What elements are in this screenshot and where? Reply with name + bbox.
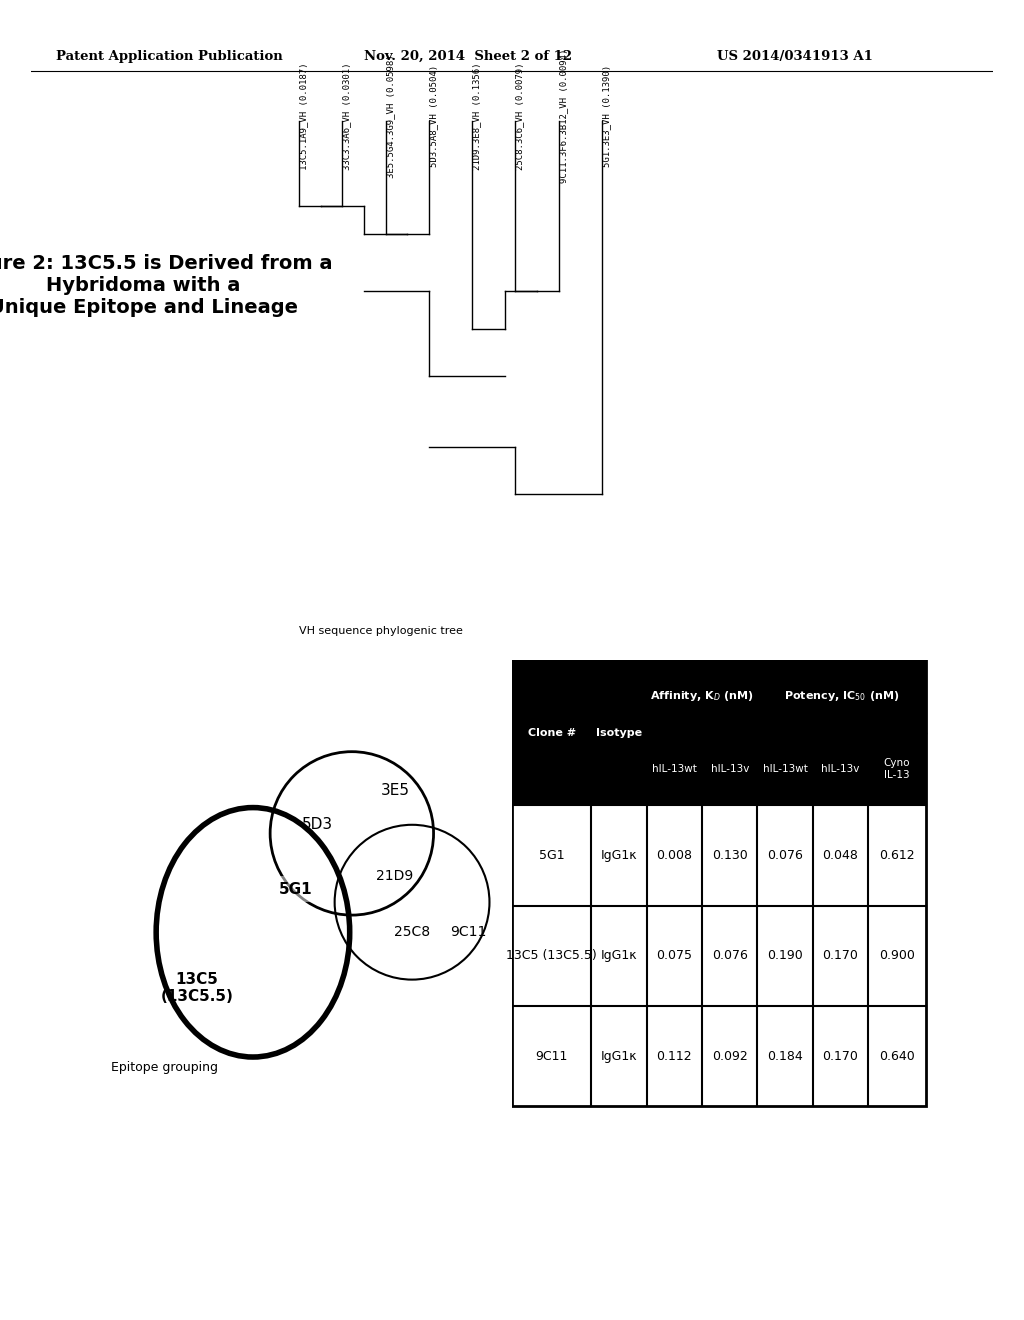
Text: 9C11: 9C11 <box>536 1049 568 1063</box>
Text: 0.076: 0.076 <box>767 849 803 862</box>
Bar <box>512 1006 926 1106</box>
Bar <box>512 805 926 906</box>
Text: 21D9.3E8_VH (0.1356): 21D9.3E8_VH (0.1356) <box>472 62 481 170</box>
Text: 0.640: 0.640 <box>880 1049 914 1063</box>
Text: Epitope grouping: Epitope grouping <box>111 1061 218 1074</box>
Text: 25C8: 25C8 <box>394 925 430 940</box>
Text: 5D3: 5D3 <box>302 817 333 833</box>
Text: 5D3.5A8_VH (0.0504): 5D3.5A8_VH (0.0504) <box>429 65 438 168</box>
Text: hIL-13wt: hIL-13wt <box>652 764 697 774</box>
Text: 25C8.3C6_VH (0.0079): 25C8.3C6_VH (0.0079) <box>515 62 524 170</box>
Text: 5G1.3E3_VH (0.1390): 5G1.3E3_VH (0.1390) <box>602 65 611 168</box>
Text: IgG1κ: IgG1κ <box>601 1049 637 1063</box>
Text: 0.092: 0.092 <box>712 1049 748 1063</box>
Text: 0.184: 0.184 <box>767 1049 803 1063</box>
Text: 21D9: 21D9 <box>376 870 414 883</box>
Text: IgG1κ: IgG1κ <box>601 949 637 962</box>
Text: 0.076: 0.076 <box>712 949 748 962</box>
Text: 5G1: 5G1 <box>539 849 564 862</box>
Text: 5G1: 5G1 <box>280 882 312 896</box>
Text: 9C11.3F6.3B12_VH (0.0094): 9C11.3F6.3B12_VH (0.0094) <box>559 49 567 183</box>
Text: Clone #: Clone # <box>527 727 575 738</box>
Text: 0.112: 0.112 <box>656 1049 692 1063</box>
Text: 33C3.3A6_VH (0.0301): 33C3.3A6_VH (0.0301) <box>342 62 351 170</box>
Text: 0.075: 0.075 <box>656 949 692 962</box>
Text: Isotype: Isotype <box>596 727 642 738</box>
Text: 0.900: 0.900 <box>879 949 915 962</box>
Text: Cyno
IL-13: Cyno IL-13 <box>884 758 910 780</box>
Text: hIL-13wt: hIL-13wt <box>763 764 808 774</box>
Text: Potency, IC$_{50}$ (nM): Potency, IC$_{50}$ (nM) <box>784 689 899 704</box>
Text: IgG1κ: IgG1κ <box>601 849 637 862</box>
Text: VH sequence phylogenic tree: VH sequence phylogenic tree <box>299 627 463 636</box>
Text: 0.170: 0.170 <box>822 1049 858 1063</box>
Text: hIL-13v: hIL-13v <box>821 764 860 774</box>
Text: 3E5: 3E5 <box>380 783 410 797</box>
Text: 0.190: 0.190 <box>767 949 803 962</box>
Text: 13C5.1A9_VH (0.0187): 13C5.1A9_VH (0.0187) <box>299 62 308 170</box>
Text: Nov. 20, 2014  Sheet 2 of 12: Nov. 20, 2014 Sheet 2 of 12 <box>364 50 571 63</box>
Text: hIL-13v: hIL-13v <box>711 764 749 774</box>
Text: Patent Application Publication: Patent Application Publication <box>56 50 283 63</box>
Text: 0.130: 0.130 <box>712 849 748 862</box>
Text: 0.612: 0.612 <box>880 849 914 862</box>
Text: 0.008: 0.008 <box>656 849 692 862</box>
Text: 3E5.5G4.3G9_VH (0.0598): 3E5.5G4.3G9_VH (0.0598) <box>386 54 394 178</box>
Text: 9C11: 9C11 <box>450 925 486 940</box>
Bar <box>512 906 926 1006</box>
Text: 0.170: 0.170 <box>822 949 858 962</box>
Text: US 2014/0341913 A1: US 2014/0341913 A1 <box>717 50 872 63</box>
Bar <box>512 660 926 1106</box>
Text: Affinity, K$_D$ (nM): Affinity, K$_D$ (nM) <box>650 689 754 704</box>
Text: 13C5
(13C5.5): 13C5 (13C5.5) <box>161 972 233 1005</box>
Text: 0.048: 0.048 <box>822 849 858 862</box>
Text: 13C5 (13C5.5): 13C5 (13C5.5) <box>506 949 597 962</box>
Text: Figure 2: 13C5.5 is Derived from a
Hybridoma with a
Unique Epitope and Lineage: Figure 2: 13C5.5 is Derived from a Hybri… <box>0 253 332 317</box>
Bar <box>512 660 926 805</box>
